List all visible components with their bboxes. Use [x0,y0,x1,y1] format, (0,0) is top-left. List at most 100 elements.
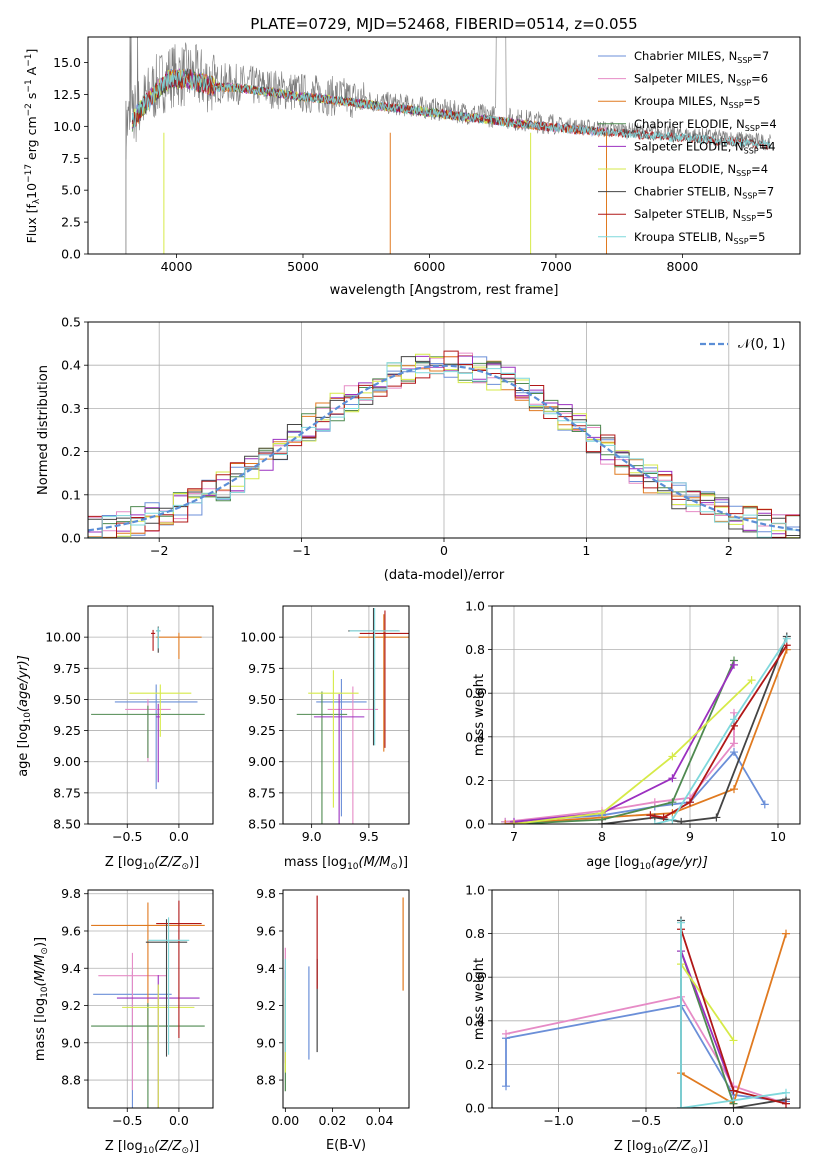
age-z-x-label: Z [log10(Z/Z⊙)] [105,855,199,872]
x-tick-label: 1 [582,543,590,558]
y-tick-label: 0.8 [465,642,485,657]
mass-weight-marker [760,800,769,809]
y-tick-label: 8.8 [256,1073,276,1088]
axes-frame [282,605,410,825]
mass-weight-marker [677,1104,685,1108]
mass-weight-marker [782,634,791,643]
y-tick-label: 9.4 [256,961,276,976]
plot-area [296,608,409,824]
x-tick-label: 0.0 [169,829,189,844]
x-tick-label: 0.0 [169,1113,189,1128]
y-tick-label: 8.50 [53,817,81,832]
mass-weight-marker [650,798,659,807]
plot-area [91,900,205,1108]
y-tick-label: 8.50 [248,817,276,832]
x-tick-label: −0.5 [112,829,142,844]
mass-weight-line [680,950,735,1091]
x-tick-label: 7000 [540,259,572,274]
y-tick-label: 10.0 [53,119,81,134]
y-tick-label: 1.0 [465,883,485,898]
mass-weight-marker [659,813,668,822]
mass-weight-marker [677,817,686,824]
y-tick-label: 8.8 [61,1073,81,1088]
massweight-vs-age-panel: 7 8 9 10 0.0 0.2 0.4 0.6 0.8 1.0 [465,599,801,844]
mass-weight-line [513,664,735,823]
y-tick-label: 0.0 [61,531,81,546]
y-tick-label: 10.00 [45,630,81,645]
y-tick-label: 9.2 [61,998,81,1013]
legend-label: Kroupa STELIB, NSSP=5 [634,230,765,246]
y-tick-label: 9.75 [248,661,276,676]
x-tick-label: −1.0 [543,1113,573,1128]
histogram-step [88,362,800,538]
legend-label: Chabrier ELODIE, NSSP=4 [634,117,777,133]
mass-weight-marker [730,715,738,724]
mass-weight-line [505,995,787,1105]
age-vs-mass-panel: 9.0 9.5 8.50 8.75 9.00 9.25 9.50 9.75 10.00 [240,605,410,844]
mass-weight-marker [730,739,738,748]
mass-z-y-label: mass [log10(M/M⊙)] [33,937,50,1061]
y-tick-label: 15.0 [53,55,81,70]
mass-weight-marker [501,820,510,824]
mass-weight-marker [782,1099,790,1108]
mass-weight-marker [782,929,790,938]
spectrum-x-label: wavelength [Angstrom, rest frame] [330,283,559,298]
massweight-vs-metallicity-panel: −1.0 −0.5 0.0 0.0 0.2 0.4 0.6 0.8 1.0 [465,883,801,1128]
x-tick-label: 8000 [666,259,698,274]
x-tick-label: −2 [150,543,168,558]
age-vs-metallicity-panel: −0.5 0.0 8.50 8.75 9.00 9.25 9.50 9.75 10.00 [45,605,214,844]
axes-frame [87,321,801,539]
axes-frame [491,889,801,1109]
residual-histogram-panel: −2 −1 0 1 2 0.0 0.1 0.2 0.3 0.4 0.5 [61,315,801,558]
y-tick-label: 0.0 [465,1101,485,1116]
y-tick-label: 0.8 [465,926,485,941]
legend-label: Salpeter ELODIE, NSSP=4 [634,139,776,155]
x-tick-label: 4000 [161,259,193,274]
y-tick-label: 0.3 [61,401,81,416]
x-tick-label: 0.02 [319,1113,347,1128]
mass-weight-marker [729,1086,738,1095]
y-tick-label: 9.0 [61,1035,81,1050]
mass-weight-line [654,638,788,824]
plot-area [502,916,790,1108]
y-tick-label: 0.0 [61,247,81,262]
y-tick-label: 0.6 [465,970,485,985]
y-tick-label: 9.8 [61,886,81,901]
x-tick-label: 9 [686,829,694,844]
mass-weight-marker [686,798,694,807]
x-tick-label: 7 [510,829,518,844]
plot-area [88,350,800,538]
mw-age-y-label: mass weight [472,674,487,756]
y-tick-label: 0.2 [465,1057,485,1072]
axes-frame [87,605,214,825]
y-tick-label: 0.6 [465,686,485,701]
y-tick-label: 12.5 [53,87,81,102]
chart-title: PLATE=0729, MJD=52468, FIBERID=0514, z=0… [250,15,637,33]
y-tick-label: 0.4 [465,729,485,744]
model-fit-line [131,69,771,150]
y-tick-label: 9.6 [61,923,81,938]
x-tick-label: 9.5 [359,829,379,844]
y-tick-label: 2.5 [61,215,81,230]
hist-legend: 𝒩(0, 1) [700,337,785,352]
y-tick-label: 5.0 [61,183,81,198]
legend-label: Salpeter MILES, NSSP=6 [634,72,768,88]
x-tick-label: 8 [598,829,606,844]
mass-weight-marker [668,815,677,824]
hist-legend-label: 𝒩(0, 1) [738,337,785,352]
mass-vs-metallicity-panel: −0.5 0.0 8.8 9.0 9.2 9.4 9.6 9.8 [61,886,214,1128]
y-tick-label: 1.0 [465,599,485,614]
y-tick-label: 9.75 [53,661,81,676]
mass-weight-marker [729,1104,738,1108]
mass-weight-marker [668,774,677,783]
y-tick-label: 0.2 [465,773,485,788]
ebv-x-label: E(B-V) [326,1138,366,1153]
y-tick-label: 9.50 [248,692,276,707]
y-tick-label: 9.00 [248,754,276,769]
axes-frame [282,889,410,1109]
y-tick-label: 9.50 [53,692,81,707]
axes-frame [87,36,801,255]
y-tick-label: 0.2 [61,444,81,459]
mw-z-y-label: mass weight [472,958,487,1040]
hist-x-label: (data-model)/error [384,568,505,583]
